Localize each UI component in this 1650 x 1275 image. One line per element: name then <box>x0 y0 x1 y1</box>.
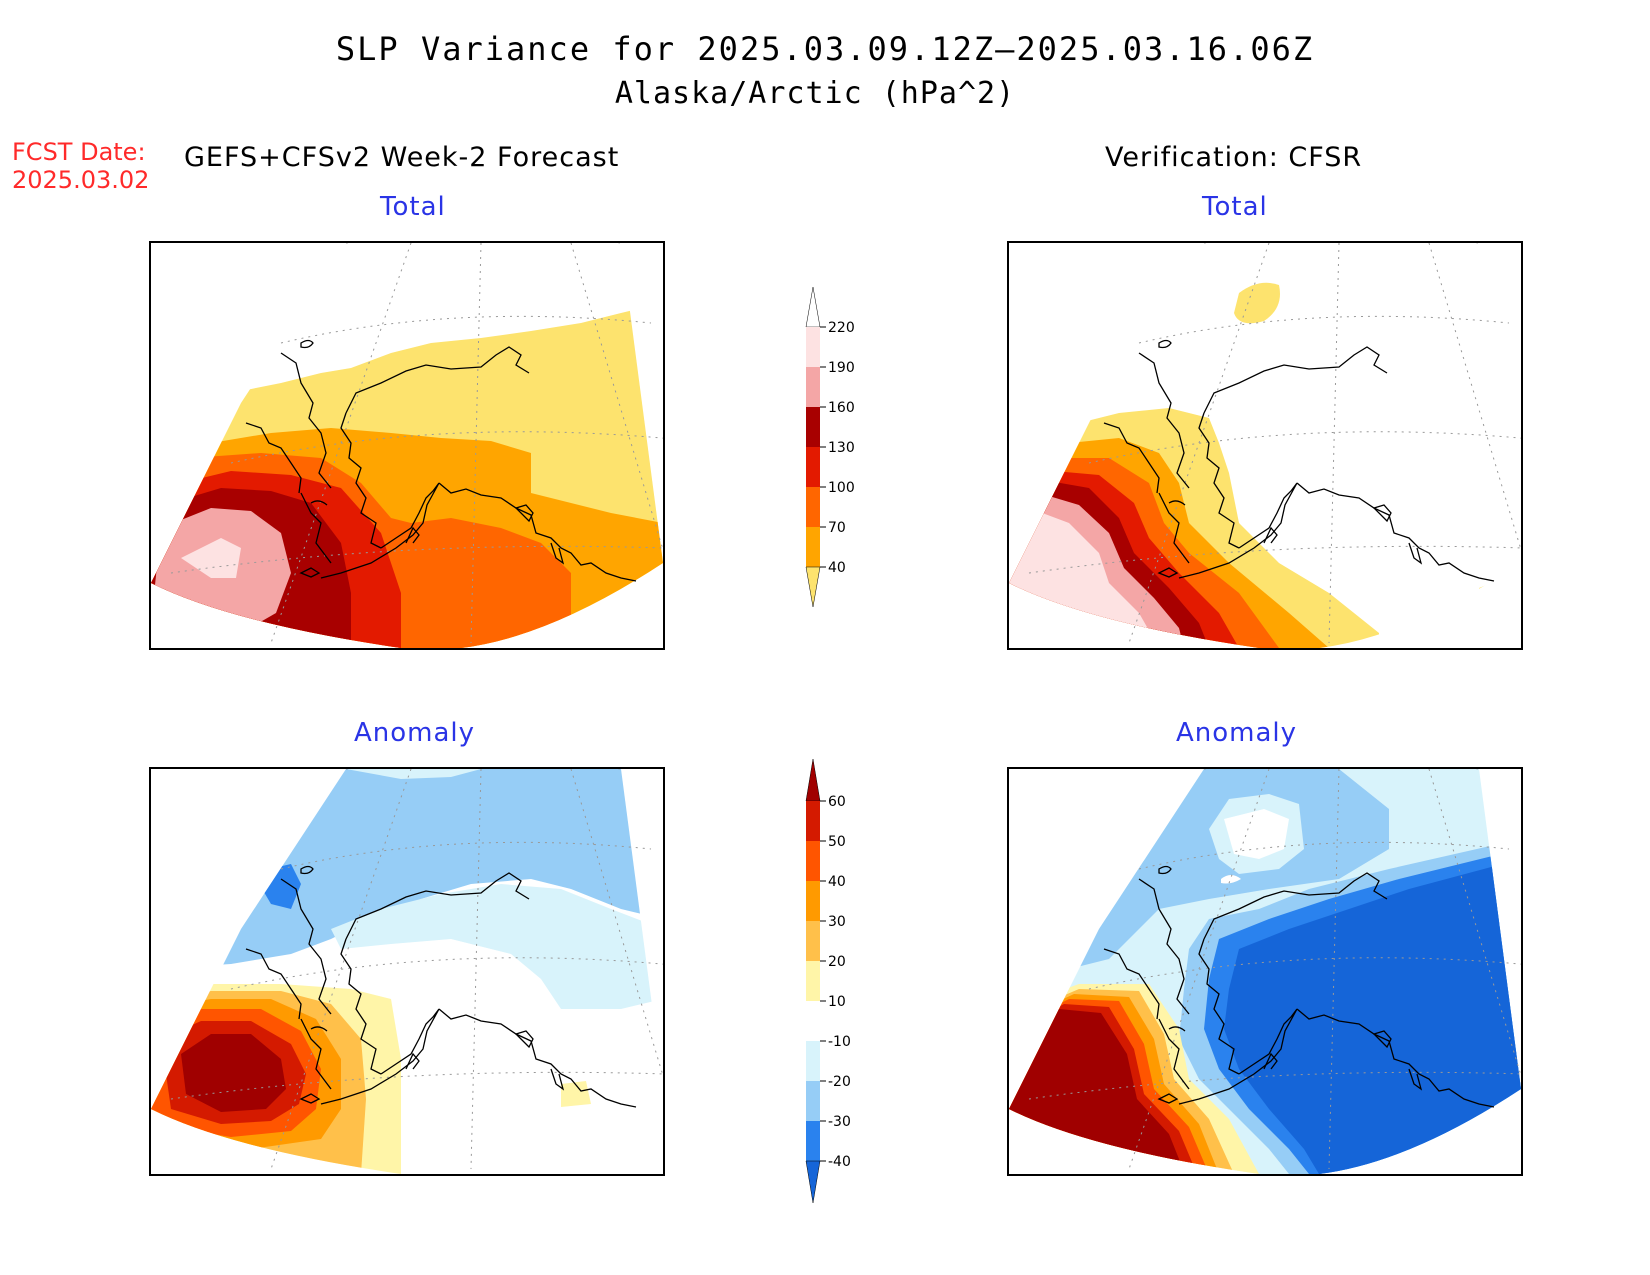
anomaly-colorbar-label: 40 <box>828 874 846 890</box>
verification-total-map <box>1007 241 1523 650</box>
anomaly-colorbar: -40 -30 -20 -10 10 20 30 40 50 60 <box>790 753 870 1207</box>
bottom-left-panel-title: Anomaly <box>354 718 476 748</box>
total-colorbar: 40 70 100 130 160 190 220 <box>790 283 870 617</box>
anomaly-colorbar-label: 60 <box>828 794 846 810</box>
anomaly-colorbar-segment <box>806 1121 820 1161</box>
total-colorbar-tip-bottom <box>805 566 821 608</box>
forecast-total-map <box>149 241 665 650</box>
total-colorbar-label: 220 <box>828 320 855 336</box>
total-colorbar-label: 70 <box>828 520 846 536</box>
verification-anomaly-map <box>1007 767 1523 1176</box>
total-colorbar-label: 100 <box>828 480 855 496</box>
anomaly-colorbar-label: 10 <box>828 994 846 1010</box>
total-colorbar-segment <box>806 447 820 487</box>
anomaly-colorbar-label: 20 <box>828 954 846 970</box>
total-colorbar-label: 130 <box>828 440 855 456</box>
total-colorbar-tip-top <box>805 286 821 328</box>
forecast-anomaly-map <box>149 767 665 1176</box>
anomaly-colorbar-label: -30 <box>828 1114 851 1130</box>
fcst-date-label: FCST Date: <box>12 138 146 166</box>
total-colorbar-label: 190 <box>828 360 855 376</box>
anomaly-colorbar-label: -40 <box>828 1154 851 1170</box>
anomaly-colorbar-segment <box>806 1001 820 1041</box>
total-colorbar-segment <box>806 327 820 367</box>
total-colorbar-label: 40 <box>828 560 846 576</box>
anomaly-colorbar-segment <box>806 801 820 841</box>
total-colorbar-segment <box>806 487 820 527</box>
anomaly-colorbar-segment <box>806 841 820 881</box>
top-right-panel-title: Total <box>1202 192 1268 222</box>
anomaly-colorbar-segment <box>806 961 820 1001</box>
anomaly-colorbar-tip-bottom <box>805 1160 821 1204</box>
forecast-header: GEFS+CFSv2 Week-2 Forecast <box>184 142 620 173</box>
verification-header: Verification: CFSR <box>1105 142 1363 173</box>
anomaly-colorbar-label: -10 <box>828 1034 851 1050</box>
fcst-date-value: 2025.03.02 <box>12 166 150 194</box>
anomaly-colorbar-segment <box>806 1081 820 1121</box>
total-colorbar-label: 160 <box>828 400 855 416</box>
total-colorbar-segment <box>806 367 820 407</box>
anomaly-colorbar-segment <box>806 881 820 921</box>
main-title: SLP Variance for 2025.03.09.12Z–2025.03.… <box>335 30 1315 68</box>
anomaly-colorbar-segment <box>806 921 820 961</box>
anomaly-colorbar-tip-top <box>805 758 821 802</box>
total-colorbar-segment <box>806 527 820 567</box>
anomaly-colorbar-label: 30 <box>828 914 846 930</box>
total-colorbar-segment <box>806 407 820 447</box>
fcst-date-block: FCST Date: 2025.03.02 <box>12 138 149 194</box>
anomaly-colorbar-label: -20 <box>828 1074 851 1090</box>
main-subtitle: Alaska/Arctic (hPa^2) <box>614 76 1016 111</box>
anomaly-colorbar-label: 50 <box>828 834 846 850</box>
anomaly-colorbar-segment <box>806 1041 820 1081</box>
top-left-panel-title: Total <box>380 192 446 222</box>
bottom-right-panel-title: Anomaly <box>1176 718 1298 748</box>
